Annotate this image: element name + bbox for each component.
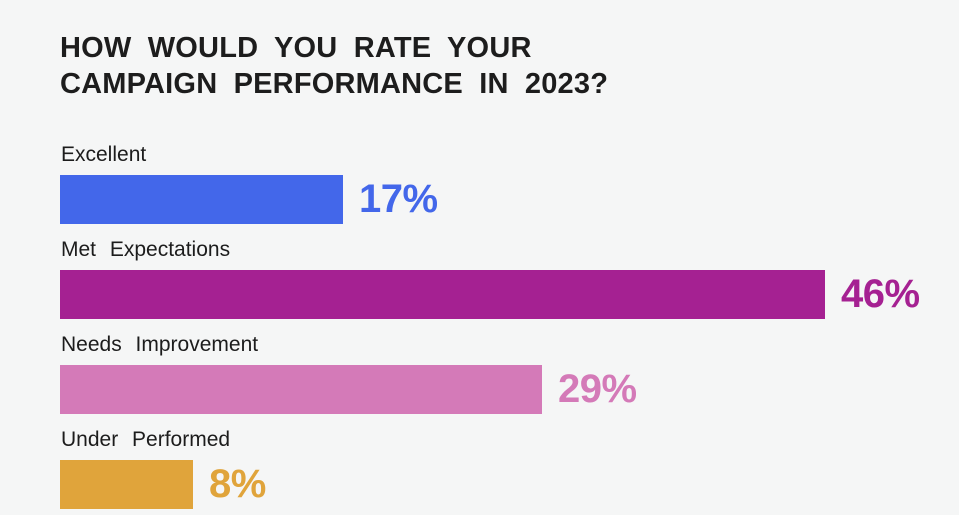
chart-title-line2: CAMPAIGN PERFORMANCE IN 2023?	[60, 68, 609, 100]
bar-row-under-performed: Under Performed 8%	[60, 428, 959, 509]
bar-excellent	[60, 175, 343, 224]
bar-label: Met Expectations	[61, 238, 231, 261]
bar-value: 8%	[209, 462, 266, 506]
bar-label: Excellent	[61, 143, 147, 166]
bar-row-needs-improvement: Needs Improvement 29%	[60, 333, 959, 414]
bar-group: Excellent 17% Met Expectations 46% Needs…	[60, 143, 959, 509]
bar-label: Needs Improvement	[61, 333, 259, 356]
chart-title: HOW WOULD YOU RATE YOUR CAMPAIGN PERFORMA…	[60, 30, 959, 102]
bar-row-excellent: Excellent 17%	[60, 143, 959, 224]
bar-under-performed	[60, 460, 193, 509]
bar-met-expectations	[60, 270, 825, 319]
bar-value: 17%	[359, 177, 438, 221]
bar-row-met-expectations: Met Expectations 46%	[60, 238, 959, 319]
bar-value: 46%	[841, 272, 920, 316]
bar-value: 29%	[558, 367, 637, 411]
chart-title-line1: HOW WOULD YOU RATE YOUR	[60, 32, 532, 64]
bar-label: Under Performed	[61, 428, 231, 451]
bar-needs-improvement	[60, 365, 542, 414]
